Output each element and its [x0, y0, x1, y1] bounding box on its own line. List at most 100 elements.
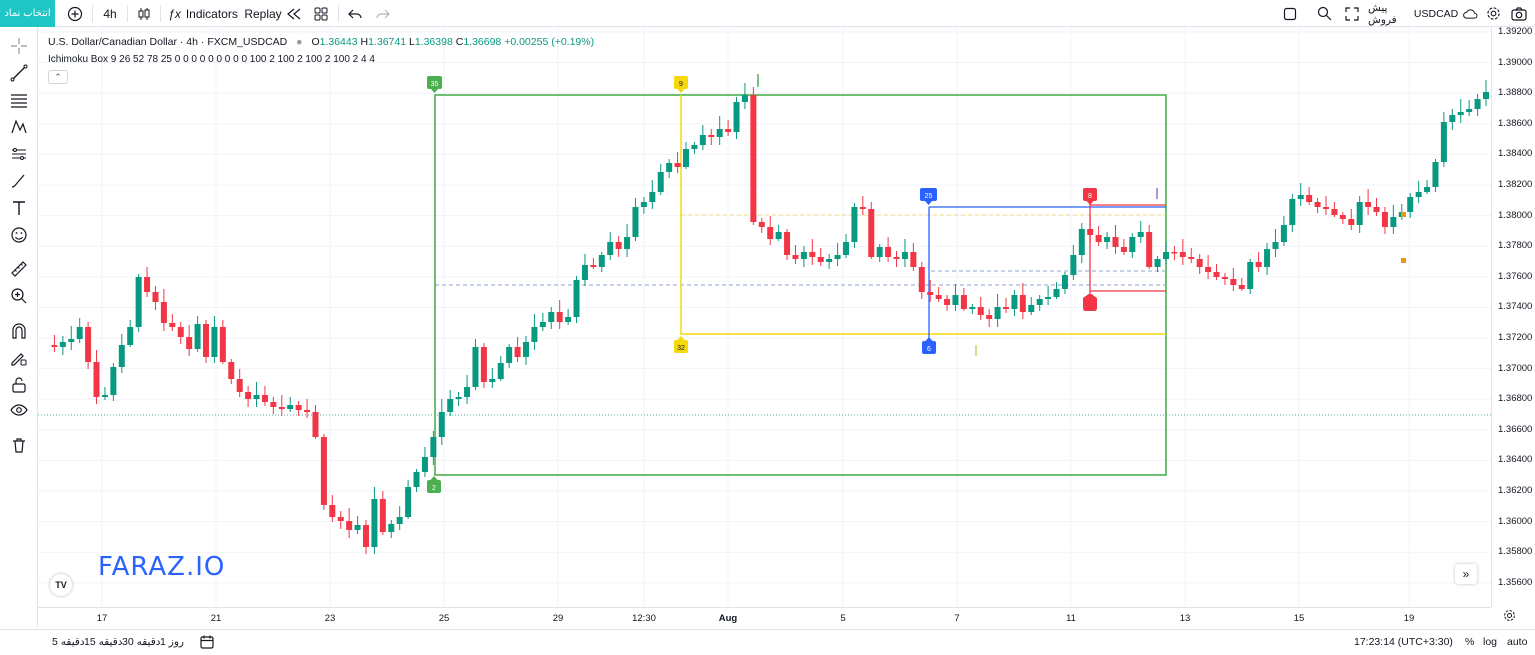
pencil-lock-icon — [11, 353, 27, 366]
forecast-tool[interactable] — [9, 144, 29, 164]
candle-body — [514, 347, 521, 357]
time-label: 13 — [1179, 613, 1191, 624]
candle-body — [68, 339, 75, 342]
lock-drawings-tool[interactable] — [9, 375, 29, 395]
rewind-icon — [286, 8, 301, 19]
axis-settings-button[interactable] — [1503, 609, 1516, 627]
time-label: 25 — [438, 613, 450, 624]
chart-type-button[interactable] — [133, 0, 155, 27]
indicators-button[interactable]: ƒx Indicators — [168, 0, 238, 27]
trend-line-tool[interactable] — [9, 63, 29, 83]
red-box — [1089, 195, 1166, 293]
text-icon — [13, 201, 25, 215]
log-toggle[interactable]: log — [1483, 636, 1498, 648]
chart-pane[interactable]: 35 2 9 32 25 6 8 — [38, 27, 1491, 607]
clock[interactable]: 17:23:14 (UTC+3:30) — [1354, 636, 1453, 648]
candles-icon — [138, 7, 150, 20]
candle-body — [1070, 255, 1077, 275]
ruler-tool[interactable] — [9, 259, 29, 279]
candle-body — [438, 412, 445, 437]
drawing-toolbar — [0, 27, 38, 627]
candle-body — [278, 407, 285, 409]
price-label: 1.39000 — [1498, 56, 1533, 68]
scroll-to-realtime-button[interactable]: » — [1455, 564, 1477, 584]
candle-body — [1365, 202, 1372, 207]
candle-body — [1078, 229, 1085, 255]
candle-body — [590, 265, 597, 267]
fullscreen-toggle[interactable] — [1280, 0, 1300, 27]
remove-drawings-tool[interactable] — [9, 435, 29, 455]
text-tool[interactable] — [9, 198, 29, 218]
settings-button[interactable] — [1483, 0, 1503, 27]
candle-body — [287, 405, 294, 409]
zoom-in-tool[interactable] — [9, 286, 29, 306]
crosshair-tool[interactable] — [9, 36, 29, 56]
price-label: 1.36400 — [1498, 454, 1533, 466]
add-symbol-button[interactable] — [62, 0, 88, 27]
candle-body — [110, 367, 117, 395]
price-axis[interactable]: 1.39200 1.39000 1.38800 1.38600 1.38400 1.382… — [1491, 26, 1535, 607]
snapshot-button[interactable] — [1509, 0, 1529, 27]
candle-body — [1348, 219, 1355, 225]
candle-body — [312, 412, 319, 437]
candle-body — [346, 521, 353, 530]
time-label: Aug — [718, 613, 738, 624]
candle-body — [295, 405, 302, 410]
auto-toggle[interactable]: auto — [1507, 636, 1528, 648]
candle-body — [1053, 289, 1060, 297]
stay-in-drawing-tool[interactable] — [9, 348, 29, 368]
price-chart[interactable]: 35 2 9 32 25 6 8 — [38, 27, 1491, 607]
undo-button[interactable] — [345, 0, 365, 27]
collapse-legend-button[interactable]: ⌃ — [48, 70, 68, 84]
candle-body — [935, 295, 942, 299]
candle-body — [598, 255, 605, 267]
candle-body — [59, 342, 66, 347]
marker-blue-top-label: 25 — [925, 193, 933, 200]
legend-ohlc: O1.36443 H1.36741 L1.36398 C1.36698 +0.0… — [311, 36, 594, 48]
replay-button[interactable]: Replay — [243, 0, 303, 27]
symbol-search-button[interactable]: انتخاب نماد — [0, 0, 55, 27]
pattern-tool[interactable] — [9, 117, 29, 137]
candle-body — [1120, 247, 1127, 252]
range-5m[interactable]: 5 دقیقه — [52, 636, 85, 648]
marker-yellow-top: 9 — [674, 76, 688, 93]
brush-tool[interactable] — [9, 171, 29, 191]
candle-body — [826, 259, 833, 262]
horizontal-lines-tool[interactable] — [9, 90, 29, 110]
price-label: 1.37000 — [1498, 362, 1533, 374]
range-30m[interactable]: 30 دقیقه — [122, 636, 161, 648]
candle-body — [135, 277, 142, 327]
hide-drawings-tool[interactable] — [9, 400, 29, 420]
time-axis[interactable]: 17 21 23 25 29 12:30 Aug 5 7 11 13 15 19 — [38, 607, 1491, 629]
candle-body — [1306, 195, 1313, 202]
candle-body — [581, 265, 588, 280]
tradingview-logo[interactable]: TV — [50, 574, 72, 596]
range-1d[interactable]: 1 روز — [160, 636, 184, 648]
candle-body — [1213, 272, 1220, 277]
symbol-info[interactable]: پیش فروش USDCAD — [1368, 0, 1478, 27]
candle-body — [741, 95, 748, 102]
candle-body — [1011, 295, 1018, 309]
candle-body — [1331, 209, 1338, 215]
candle-body — [1415, 192, 1422, 197]
indicator-label[interactable]: Ichimoku Box 9 26 52 78 25 0 0 0 0 0 0 0… — [48, 54, 375, 65]
marker-blue-bottom: 6 — [922, 337, 936, 354]
legend-h-label: H — [360, 36, 369, 48]
emoji-tool[interactable] — [9, 225, 29, 245]
range-15m[interactable]: 15 دقیقه — [84, 636, 123, 648]
magnet-tool[interactable] — [9, 321, 29, 341]
price-label: 1.38600 — [1498, 117, 1533, 129]
marker-yellow-top-label: 9 — [679, 81, 683, 88]
candle-body — [876, 247, 883, 257]
date-range-button[interactable] — [199, 634, 215, 653]
percent-toggle[interactable]: % — [1465, 636, 1475, 648]
expand-button[interactable] — [1342, 0, 1362, 27]
candle-body — [624, 237, 631, 249]
lines-icon — [11, 94, 27, 108]
candle-body — [219, 327, 226, 362]
zoom-button[interactable] — [1314, 0, 1334, 27]
layouts-button[interactable] — [311, 0, 331, 27]
interval-button[interactable]: 4h — [103, 6, 117, 21]
redo-button[interactable] — [373, 0, 393, 27]
candle-body — [1424, 187, 1431, 192]
